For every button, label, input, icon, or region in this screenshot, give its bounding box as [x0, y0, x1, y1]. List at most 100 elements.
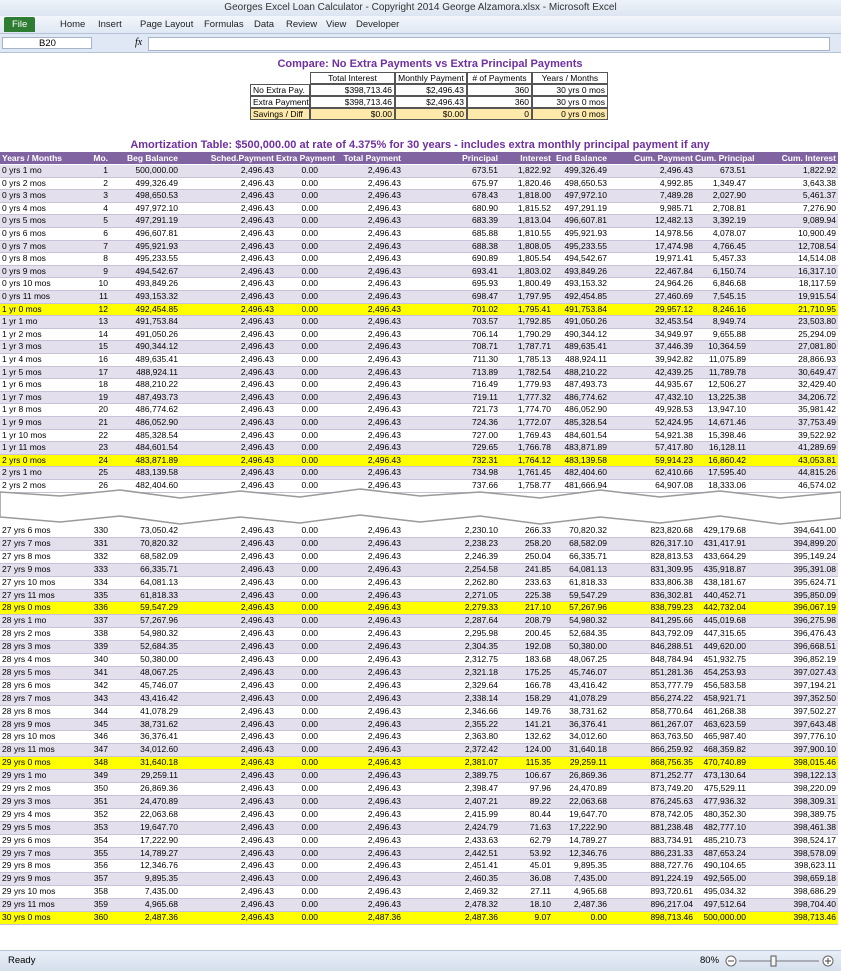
- cell: 1,774.70: [500, 404, 553, 417]
- cell: 2,496.43: [320, 654, 403, 667]
- cell: 2,496.43: [320, 848, 403, 861]
- cell: 15,398.46: [695, 430, 748, 443]
- cell: 2,496.43: [180, 165, 276, 178]
- cell: 0.00: [276, 190, 320, 203]
- cell: 1,772.07: [500, 417, 553, 430]
- cell: 0.00: [276, 329, 320, 342]
- ribbon-tab[interactable]: Page Layout: [140, 19, 194, 30]
- cell: 2,407.21: [403, 796, 500, 809]
- cell: 37,446.39: [609, 341, 695, 354]
- cell: 841,295.66: [609, 615, 695, 629]
- cell: 0.00: [276, 744, 320, 758]
- cell: 2,496.43: [320, 430, 403, 443]
- table-row: 28 yrs 3 mos 339 52,684.35 2,496.43 0.00 2,49…: [0, 641, 838, 654]
- table-row: 0 yrs 7 mos 7 495,921.93 2,496.43 0.00 2,496.…: [0, 240, 838, 254]
- cell: 500,000.00: [695, 912, 748, 925]
- ribbon-tab[interactable]: Review: [286, 19, 318, 30]
- ribbon-tab[interactable]: File: [4, 17, 36, 32]
- cell: 461,268.38: [695, 706, 748, 719]
- cell: 0.00: [276, 693, 320, 706]
- cell: 2,496.43: [180, 590, 276, 603]
- cell: 2,496.43: [180, 190, 276, 203]
- ribbon-tab[interactable]: View: [326, 19, 347, 30]
- table-row: 28 yrs 6 mos 342 45,746.07 2,496.43 0.00 2,49…: [0, 679, 838, 693]
- ribbon-tab[interactable]: Developer: [356, 19, 400, 30]
- cell: 183.68: [500, 654, 553, 667]
- table-row: 29 yrs 2 mos 350 26,869.36 2,496.43 0.00 2,49…: [0, 783, 838, 796]
- cell: 7,489.28: [609, 190, 695, 203]
- cell: 14,789.27: [553, 835, 609, 848]
- cell: 68,582.09: [553, 538, 609, 551]
- cell: 866,259.92: [609, 744, 695, 758]
- cell: 2,487.36: [320, 912, 403, 925]
- cell: 14,671.46: [695, 417, 748, 430]
- cell: 2,496.43: [320, 291, 403, 304]
- cell: 12,708.54: [748, 241, 838, 254]
- cell: 1,815.52: [500, 203, 553, 216]
- cell: 2,496.43: [320, 329, 403, 342]
- cell: 2,496.43: [180, 467, 276, 480]
- cell: 34,012.60: [110, 744, 180, 758]
- cell: 690.89: [403, 253, 500, 266]
- name-box[interactable]: B20: [2, 37, 92, 49]
- cell: 490,104.65: [695, 860, 748, 874]
- cell: 886,231.33: [609, 848, 695, 861]
- ribbon-tab[interactable]: Data: [254, 19, 275, 30]
- cell: 2,496.43: [320, 379, 403, 392]
- cell: 44,815.26: [748, 467, 838, 480]
- cell: 2,363.80: [403, 731, 500, 745]
- zoom-slider[interactable]: [725, 955, 835, 967]
- cell: 490,344.12: [553, 329, 609, 342]
- cell: 2,496.43: [180, 602, 276, 616]
- cell: 688.38: [403, 241, 500, 254]
- cell: 2,451.41: [403, 860, 500, 874]
- cell: 52,684.35: [553, 628, 609, 642]
- table-row: 1 yr 11 mos 23 484,601.54 2,496.43 0.00 2,496…: [0, 442, 838, 455]
- column-header: Cum. Payment: [633, 153, 693, 163]
- cell: 17,474.98: [609, 241, 695, 254]
- cell: 2,295.98: [403, 628, 500, 642]
- cell: 494,542.67: [553, 253, 609, 266]
- table-row: 0 yrs 10 mos 10 493,849.26 2,496.43 0.00 2,49…: [0, 278, 838, 291]
- cell: 398,686.29: [748, 886, 838, 900]
- cell: 2,355.22: [403, 719, 500, 732]
- cell: 9.07: [500, 912, 553, 925]
- cell: 43,053.81: [748, 455, 838, 468]
- cell: 345: [92, 719, 110, 732]
- cell: 38,731.62: [110, 719, 180, 732]
- table-row: 0 yrs 4 mos 4 497,972.10 2,496.43 0.00 2,496.…: [0, 202, 838, 216]
- ribbon-tab[interactable]: Insert: [98, 19, 122, 30]
- cell: 498,650.53: [553, 178, 609, 191]
- cell: 397,776.10: [748, 731, 838, 745]
- cell: 115.35: [500, 757, 553, 771]
- cell: 8: [92, 253, 110, 266]
- period-cell: 27 yrs 10 mos: [0, 577, 92, 590]
- cell: 208.79: [500, 615, 553, 629]
- cell: 2,487.36: [110, 912, 180, 925]
- cell: 1,808.05: [500, 241, 553, 254]
- compare-row-label: No Extra Pay.: [250, 84, 310, 96]
- zoom-level[interactable]: 80%: [700, 955, 720, 966]
- cell: 2,246.39: [403, 551, 500, 564]
- cell: 2,287.64: [403, 615, 500, 629]
- cell: 3,643.38: [748, 178, 838, 191]
- cell: 42,439.25: [609, 367, 695, 380]
- cell: 2,496.43: [180, 822, 276, 835]
- table-row: 28 yrs 9 mos 345 38,731.62 2,496.43 0.00 2,49…: [0, 718, 838, 732]
- cell: 454,253.93: [695, 667, 748, 680]
- compare-cell: $398,713.46: [310, 84, 395, 96]
- cell: 1,761.45: [500, 467, 553, 480]
- cell: 12: [92, 304, 110, 317]
- cell: 6,150.74: [695, 266, 748, 279]
- ribbon-tab[interactable]: Formulas: [204, 19, 244, 30]
- ribbon-tabs: File Home Insert Page Layout Formulas Data Rev…: [0, 16, 841, 34]
- period-cell: 2 yrs 2 mos: [0, 480, 92, 493]
- cell: 0.00: [276, 564, 320, 577]
- cell: 2,496.43: [180, 693, 276, 706]
- compare-cell: 0: [467, 108, 532, 120]
- formula-input[interactable]: [148, 37, 830, 51]
- ribbon-tab[interactable]: Home: [60, 19, 86, 30]
- cell: 487,493.73: [110, 392, 180, 405]
- cell: 483,139.58: [110, 467, 180, 480]
- cell: 2,496.43: [180, 379, 276, 392]
